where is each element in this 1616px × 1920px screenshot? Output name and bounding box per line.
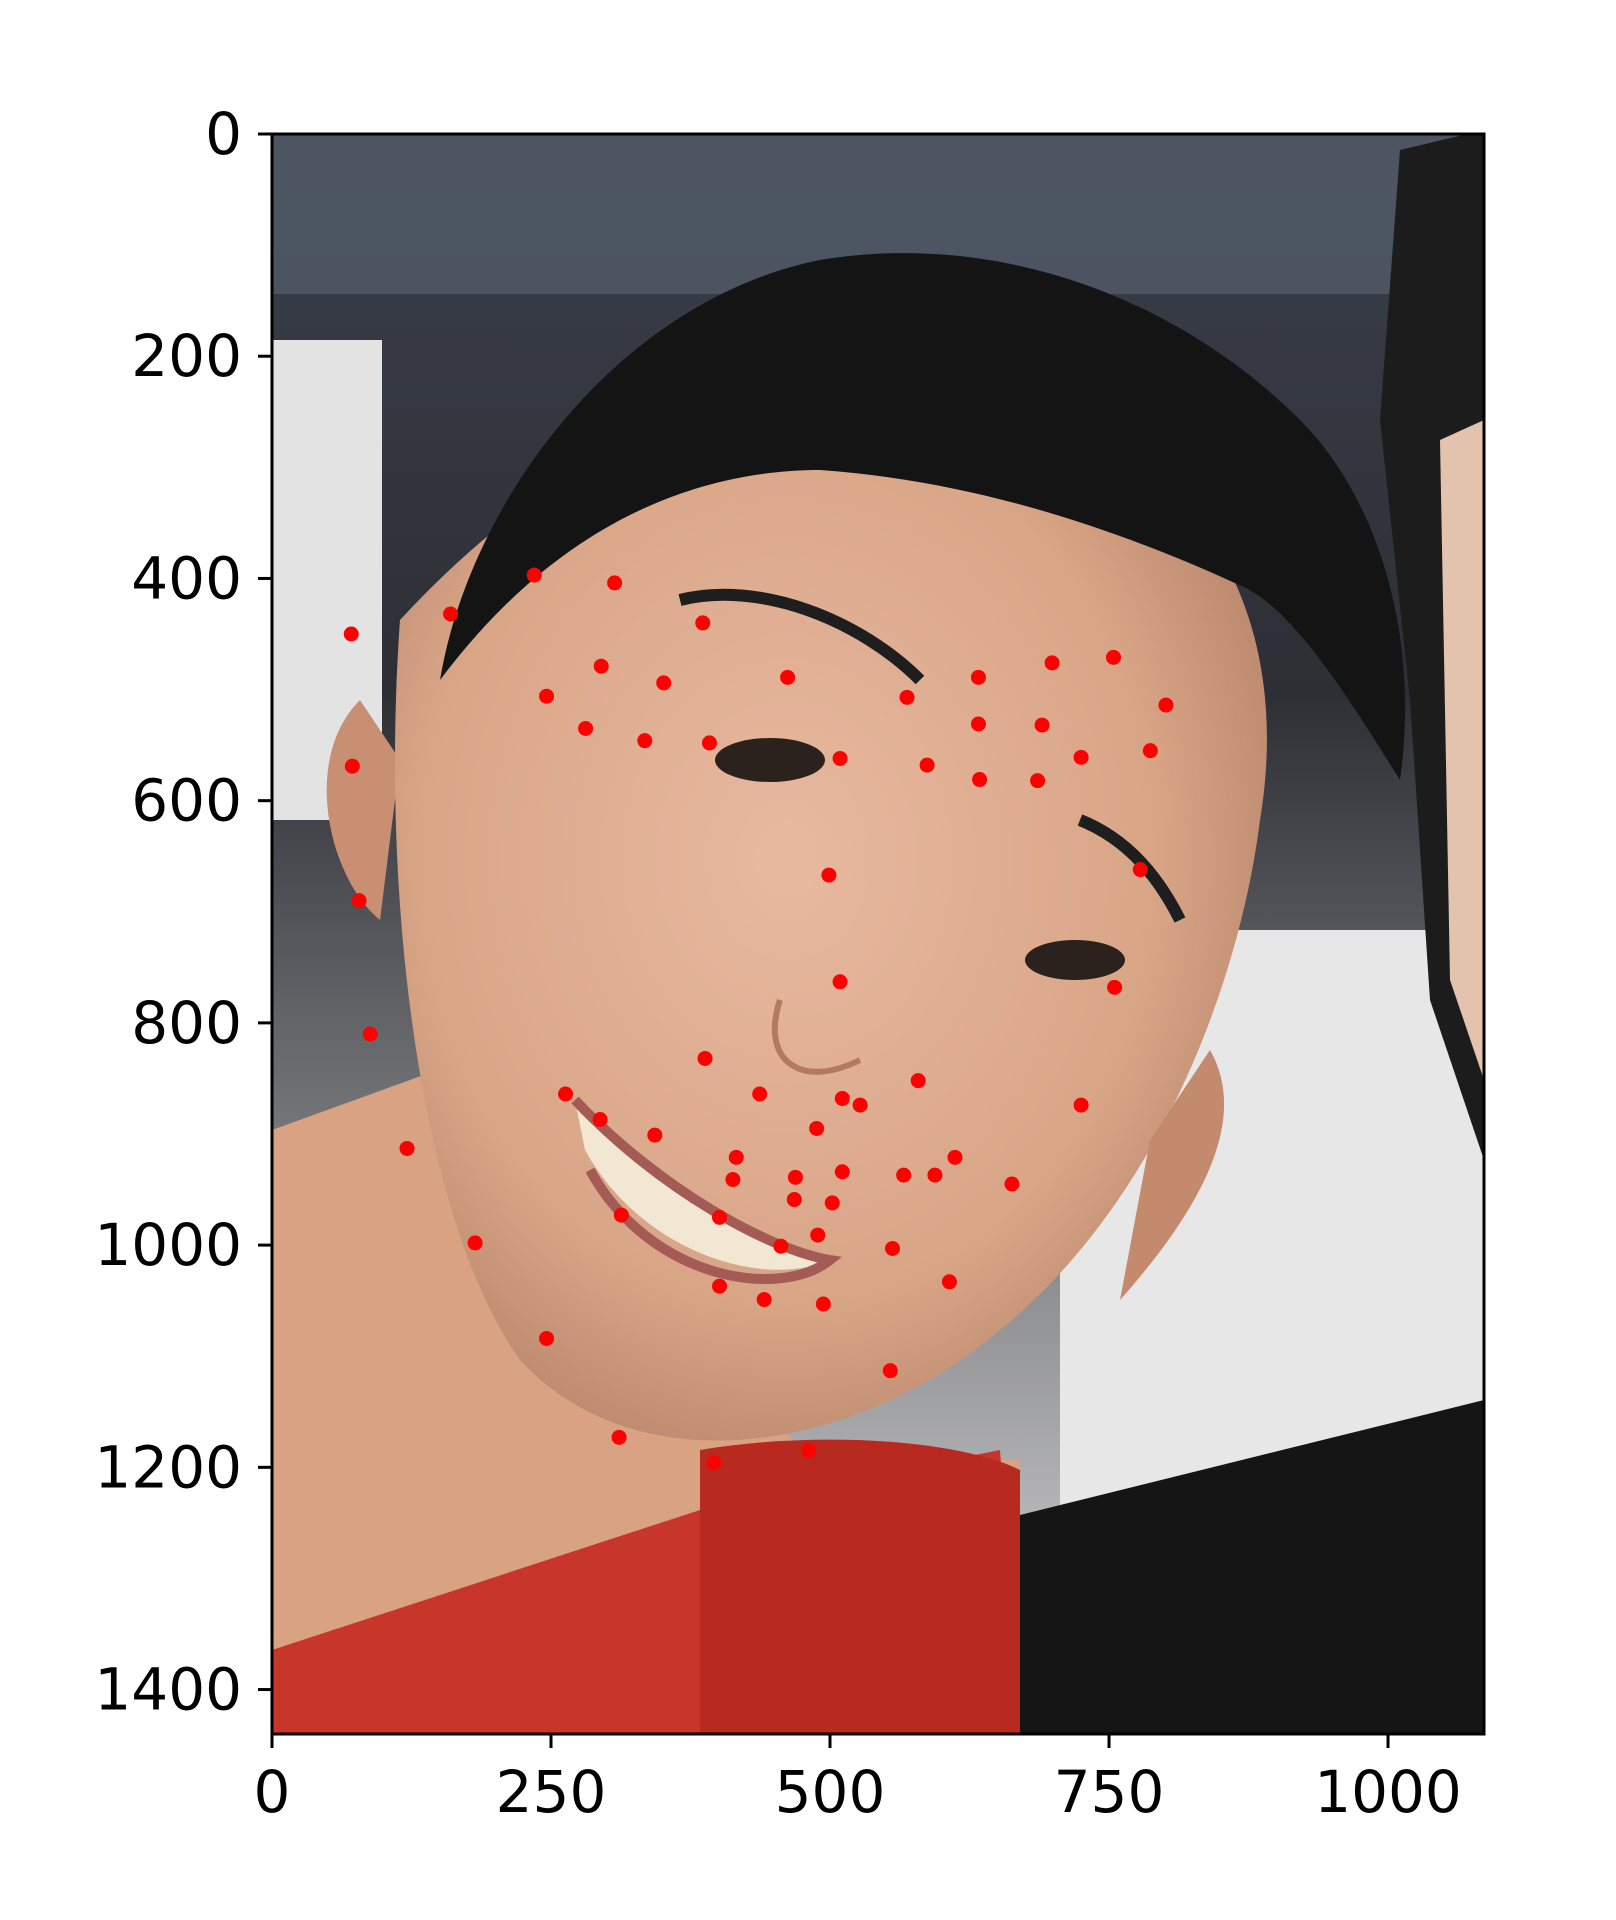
scatter-point-41 [647,1127,663,1143]
y-axis: 0 200 400 600 800 1000 1200 1400 [94,100,272,1724]
face-photo [272,134,1484,1734]
scatter-point-26 [821,867,837,883]
scatter-point-0 [526,567,542,583]
scatter-point-29 [832,974,848,990]
scatter-point-43 [728,1149,744,1165]
x-tick-label: 750 [1054,1758,1165,1826]
scatter-point-31 [362,1026,378,1042]
scatter-point-50 [1004,1176,1020,1192]
scatter-point-22 [972,772,988,788]
x-axis: 0 250 500 750 1000 [254,1734,1462,1826]
x-tick-label: 250 [496,1758,607,1826]
scatter-point-37 [852,1097,868,1113]
scatter-point-47 [787,1169,803,1185]
scatter-point-51 [786,1192,802,1208]
scatter-point-62 [815,1296,831,1312]
scatter-point-16 [1158,697,1174,713]
scatter-point-54 [712,1209,728,1225]
scatter-point-13 [970,669,986,685]
scatter-point-65 [611,1429,627,1445]
scatter-point-23 [1030,773,1046,789]
scatter-point-20 [832,750,848,766]
scatter-point-1 [607,575,623,591]
scatter-point-2 [443,606,459,622]
scatter-point-5 [593,658,609,674]
scatter-point-18 [1034,717,1050,733]
scatter-point-25 [344,758,360,774]
scatter-point-19 [1142,743,1158,759]
y-tick-label: 800 [131,989,242,1057]
scatter-point-17 [970,716,986,732]
scatter-point-11 [780,669,796,685]
scatter-point-24 [1073,749,1089,765]
scatter-point-45 [896,1167,912,1183]
scatter-point-15 [1105,649,1121,665]
scatter-point-14 [1044,655,1060,671]
scatter-point-64 [882,1363,898,1379]
scatter-point-40 [809,1120,825,1136]
scatter-point-52 [824,1195,840,1211]
scatter-point-44 [947,1149,963,1165]
x-tick-label: 1000 [1314,1758,1462,1826]
scatter-point-10 [701,735,717,751]
y-tick-label: 1000 [94,1211,242,1279]
scatter-point-57 [773,1238,789,1254]
scatter-point-67 [706,1455,722,1471]
scatter-point-58 [885,1240,901,1256]
scatter-point-3 [343,626,359,642]
scatter-point-32 [697,1050,713,1066]
scatter-point-21 [919,757,935,773]
scatter-point-36 [834,1090,850,1106]
y-tick-label: 0 [205,100,242,168]
scatter-point-28 [351,893,367,909]
scatter-point-33 [910,1073,926,1089]
y-tick-label: 400 [131,544,242,612]
scatter-point-53 [613,1207,629,1223]
scatter-point-46 [927,1167,943,1183]
scatter-point-9 [637,733,653,749]
scatter-point-66 [801,1443,817,1459]
x-tick-label: 500 [775,1758,886,1826]
scatter-point-4 [695,615,711,631]
plot-frame [270,132,1486,1736]
scatter-point-61 [756,1292,772,1308]
scatter-point-55 [810,1227,826,1243]
scatter-point-35 [752,1086,768,1102]
scatter-points [343,567,1174,1471]
y-tick-label: 200 [131,322,242,390]
y-tick-label: 1400 [94,1656,242,1724]
y-tick-label: 1200 [94,1433,242,1501]
y-tick-label: 600 [131,767,242,835]
scatter-point-8 [578,720,594,736]
scatter-point-49 [725,1172,741,1188]
scatter-point-7 [539,688,555,704]
scatter-point-63 [539,1330,555,1346]
scatter-point-12 [899,689,915,705]
scatter-point-6 [656,675,672,691]
x-tick-label: 0 [254,1758,291,1826]
scatter-point-48 [834,1164,850,1180]
scatter-point-42 [399,1140,415,1156]
scatter-point-39 [592,1112,608,1128]
scatter-point-38 [1073,1097,1089,1113]
scatter-point-59 [941,1274,957,1290]
scatter-point-56 [467,1235,483,1251]
scatter-point-30 [1107,979,1123,995]
scatter-point-34 [558,1086,574,1102]
scatter-point-60 [712,1278,728,1294]
scatter-point-27 [1132,862,1148,878]
